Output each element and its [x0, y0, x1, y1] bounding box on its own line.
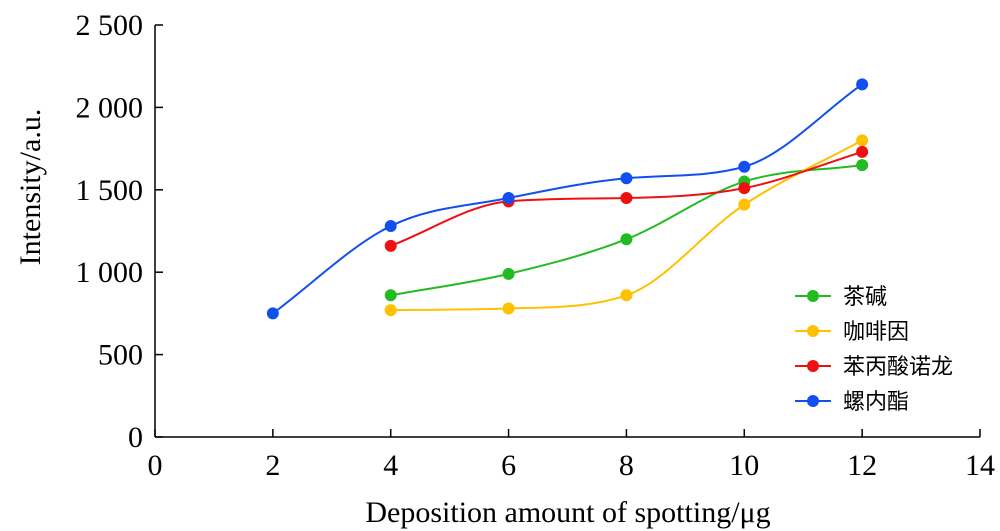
y-tick-label: 1 500	[76, 174, 144, 207]
legend-item: 咖啡因	[795, 320, 909, 345]
series-3	[266, 78, 869, 320]
data-point	[384, 304, 397, 317]
legend-item: 苯丙酸诺龙	[795, 355, 953, 380]
x-tick-label: 12	[847, 449, 877, 482]
legend-label: 螺内酯	[843, 390, 909, 415]
data-point	[620, 289, 633, 302]
data-point	[738, 160, 751, 173]
x-tick-label: 2	[265, 449, 280, 482]
series-layer	[266, 78, 869, 320]
x-tick-label: 4	[383, 449, 398, 482]
data-point	[620, 172, 633, 185]
data-point	[620, 192, 633, 205]
legend-swatch-marker	[807, 360, 819, 372]
x-tick-label: 14	[965, 449, 995, 482]
y-tick-label: 1 000	[76, 256, 144, 289]
x-tick-label: 0	[148, 449, 163, 482]
data-point	[856, 145, 869, 158]
legend-label: 咖啡因	[843, 320, 909, 345]
legend-item: 螺内酯	[795, 390, 909, 415]
data-point	[384, 220, 397, 233]
legend-item: 茶碱	[795, 285, 887, 310]
data-point	[502, 192, 515, 205]
legend-label: 苯丙酸诺龙	[843, 355, 953, 380]
x-tick-label: 8	[619, 449, 634, 482]
legend-label: 茶碱	[843, 285, 887, 310]
y-tick-label: 500	[98, 339, 143, 372]
data-point	[738, 182, 751, 195]
legend-swatch-marker	[807, 290, 819, 302]
y-tick-label: 2 000	[76, 91, 144, 124]
data-point	[856, 159, 869, 172]
data-point	[856, 134, 869, 147]
data-point	[502, 267, 515, 280]
legend-swatch-marker	[807, 325, 819, 337]
x-axis-label: Deposition amount of spotting/μg	[365, 496, 770, 529]
x-tick-label: 6	[501, 449, 516, 482]
data-point	[620, 233, 633, 246]
series-line	[390, 164, 863, 297]
data-point	[384, 239, 397, 252]
axes: 0 2 4 6 8 10 12 14 0 500 1 000 1 500 2 000 2 500	[76, 9, 996, 482]
series-line	[272, 83, 863, 315]
data-point	[266, 307, 279, 320]
data-point	[384, 289, 397, 302]
data-point	[502, 302, 515, 315]
series-1	[384, 134, 869, 317]
y-tick-label: 0	[128, 421, 143, 454]
y-axis-label: Intensity/a.u.	[14, 109, 47, 266]
legend-swatch-marker	[807, 395, 819, 407]
data-point	[856, 78, 869, 91]
series-2	[384, 145, 869, 252]
data-point	[738, 198, 751, 211]
y-tick-label: 2 500	[76, 9, 144, 42]
series-line	[390, 139, 863, 312]
x-tick-label: 10	[729, 449, 759, 482]
